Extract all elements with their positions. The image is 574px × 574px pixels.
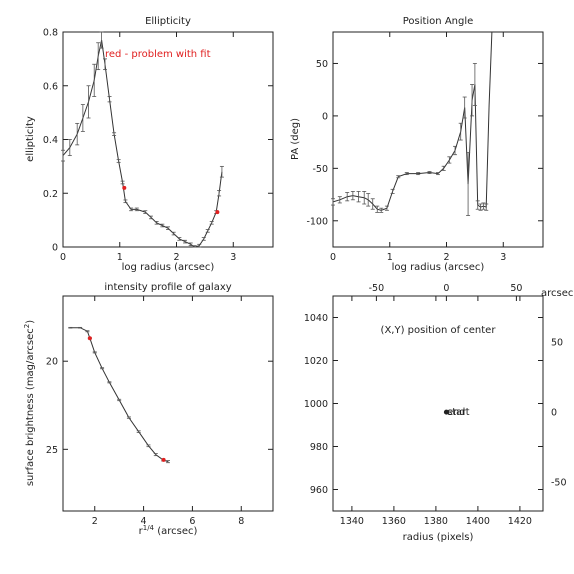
x-tick-label: 2 bbox=[173, 252, 179, 263]
x-tick-label: 2 bbox=[92, 516, 98, 527]
y-tick-label: -100 bbox=[306, 216, 328, 227]
flagged-point bbox=[161, 457, 166, 462]
x-axis-label: log radius (arcsec) bbox=[122, 262, 215, 273]
x-tick-label: 0 bbox=[60, 252, 66, 263]
y2-tick-label: -50 bbox=[551, 478, 567, 489]
y2-tick-label: 0 bbox=[551, 408, 557, 419]
y-tick-label: 0.8 bbox=[43, 28, 58, 39]
y-axis-label: PA (deg) bbox=[290, 118, 301, 160]
x2-axis-label: arcsec bbox=[541, 288, 573, 299]
chart-title: Position Angle bbox=[403, 16, 474, 27]
panel-ellipticity: Ellipticity log radius (arcsec) elliptic… bbox=[25, 16, 274, 273]
x-axis-label: radius (pixels) bbox=[403, 532, 474, 543]
y-tick-label: 0.4 bbox=[43, 135, 58, 146]
y-tick-label: 960 bbox=[310, 485, 328, 496]
x-tick-label: 0 bbox=[330, 252, 336, 263]
fit-warning-annotation: red - problem with fit bbox=[105, 49, 211, 60]
y-tick-label: 0 bbox=[322, 111, 328, 122]
x-tick-label: 1 bbox=[117, 252, 123, 263]
x2-tick-label: 0 bbox=[443, 283, 449, 294]
y-tick-label: -50 bbox=[312, 164, 328, 175]
y-tick-label: 1020 bbox=[304, 356, 328, 367]
y-tick-label: 980 bbox=[310, 442, 328, 453]
x-axis-label: r1/4 (arcsec) bbox=[139, 524, 198, 537]
x-tick-label: 1340 bbox=[340, 516, 364, 527]
y-tick-label: 50 bbox=[316, 59, 328, 70]
y2-tick-label: 50 bbox=[551, 338, 563, 349]
point-label: start bbox=[447, 407, 469, 418]
y-tick-label: 0.6 bbox=[43, 81, 58, 92]
series-line bbox=[70, 327, 169, 463]
x-tick-label: 1 bbox=[387, 252, 393, 263]
x-tick-label: 3 bbox=[230, 252, 236, 263]
y-tick-label: 25 bbox=[46, 445, 58, 456]
x-tick-label: 1380 bbox=[424, 516, 448, 527]
y-axis-label: ellipticity bbox=[25, 116, 36, 162]
panel-position-angle: Position Angle log radius (arcsec) PA (d… bbox=[290, 16, 544, 273]
x-tick-label: 1360 bbox=[382, 516, 406, 527]
y-tick-label: 1040 bbox=[304, 313, 328, 324]
x2-tick-label: -50 bbox=[369, 283, 385, 294]
y-tick-label: 1000 bbox=[304, 399, 328, 410]
x-tick-label: 6 bbox=[189, 516, 195, 527]
x-tick-label: 2 bbox=[443, 252, 449, 263]
chart-annotation: (X,Y) position of center bbox=[381, 325, 497, 336]
x-tick-label: 1420 bbox=[508, 516, 532, 527]
x-tick-label: 8 bbox=[238, 516, 244, 527]
panel-intensity-profile: intensity profile of galaxy r1/4 (arcsec… bbox=[23, 282, 274, 537]
flagged-point bbox=[87, 336, 92, 341]
series-line bbox=[62, 39, 223, 248]
y-tick-label: 0 bbox=[52, 243, 58, 254]
y-tick-label: 0.2 bbox=[43, 189, 58, 200]
x-tick-label: 1400 bbox=[466, 516, 490, 527]
center-point bbox=[443, 409, 449, 415]
y-tick-label: 20 bbox=[46, 357, 58, 368]
plot-frame bbox=[332, 31, 544, 248]
x-tick-label: 4 bbox=[141, 516, 147, 527]
panel-center-position: (X,Y) position of center radius (pixels)… bbox=[304, 283, 574, 543]
x-tick-label: 3 bbox=[500, 252, 506, 263]
chart-title: Ellipticity bbox=[145, 16, 191, 27]
x2-tick-label: 50 bbox=[510, 283, 522, 294]
flagged-point bbox=[215, 210, 220, 215]
chart-title: intensity profile of galaxy bbox=[104, 282, 231, 293]
point-label: end bbox=[447, 407, 465, 418]
flagged-point bbox=[122, 185, 127, 190]
plot-frame bbox=[62, 295, 274, 512]
y-axis-label: surface brightness (mag/arcsec2) bbox=[23, 320, 36, 486]
x-axis-label: log radius (arcsec) bbox=[392, 262, 485, 273]
